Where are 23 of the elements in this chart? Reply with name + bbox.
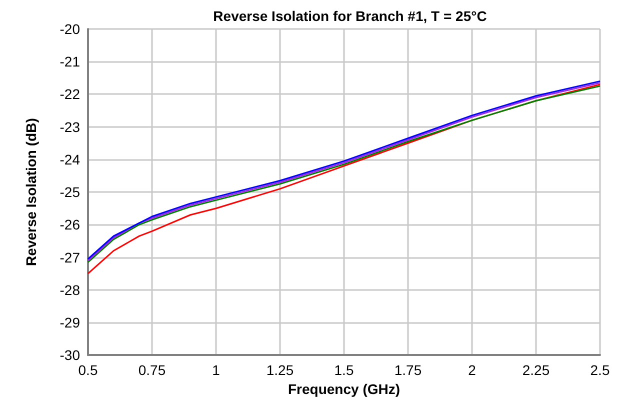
y-tick-label: -29 [60, 314, 80, 330]
x-tick-label: 1.5 [334, 362, 354, 378]
x-tick-label: 1 [212, 362, 220, 378]
y-tick-label: -25 [60, 184, 80, 200]
x-tick-label: 0.75 [138, 362, 166, 378]
y-tick-label: -28 [60, 282, 80, 298]
x-tick-label: 2 [468, 362, 476, 378]
y-tick-label: -26 [60, 216, 80, 233]
x-tick-label: 1.25 [266, 362, 294, 378]
y-tick-label: -23 [60, 118, 80, 135]
chart-title: Reverse Isolation for Branch #1, T = 25°C [213, 8, 487, 24]
x-axis-title: Frequency (GHz) [288, 381, 400, 397]
y-axis-title: Reverse Isolation (dB) [23, 118, 39, 266]
x-tick-label: 1.75 [394, 362, 422, 378]
y-tick-label: -30 [60, 347, 80, 364]
y-tick-label: -27 [60, 249, 80, 266]
y-tick-label: -22 [60, 86, 80, 102]
x-tick-label: 2.5 [590, 362, 610, 378]
x-tick-label: 2.25 [522, 362, 550, 378]
y-tick-label: -24 [60, 151, 80, 168]
x-tick-label: 0.5 [78, 362, 98, 378]
y-tick-label: -20 [60, 21, 80, 37]
y-tick-label: -21 [60, 54, 80, 70]
